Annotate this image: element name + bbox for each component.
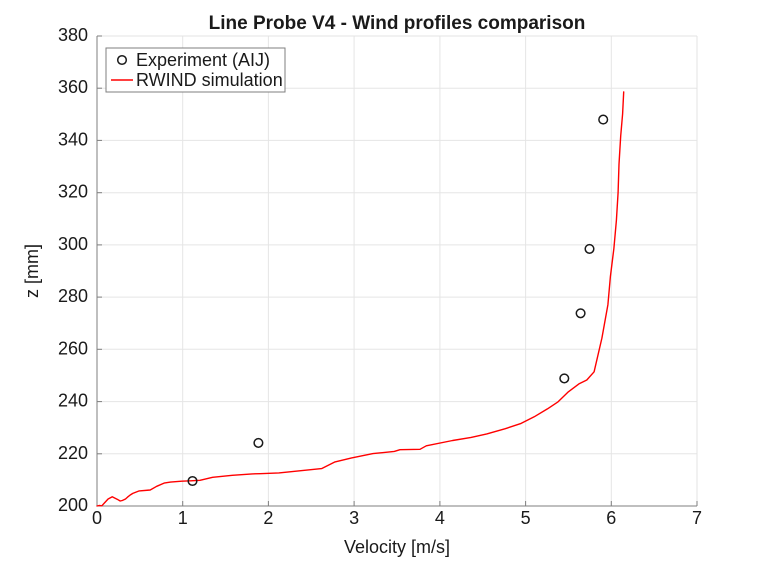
svg-text:7: 7 bbox=[692, 508, 702, 528]
svg-text:2: 2 bbox=[263, 508, 273, 528]
svg-text:3: 3 bbox=[349, 508, 359, 528]
svg-text:1: 1 bbox=[178, 508, 188, 528]
svg-text:0: 0 bbox=[92, 508, 102, 528]
svg-text:380: 380 bbox=[58, 25, 88, 45]
svg-text:Line Probe V4 - Wind profiles: Line Probe V4 - Wind profiles comparison bbox=[209, 13, 586, 34]
svg-text:240: 240 bbox=[58, 391, 88, 411]
svg-text:360: 360 bbox=[58, 77, 88, 97]
svg-text:280: 280 bbox=[58, 286, 88, 306]
svg-text:z [mm]: z [mm] bbox=[22, 244, 42, 298]
svg-text:260: 260 bbox=[58, 338, 88, 358]
svg-text:4: 4 bbox=[435, 508, 445, 528]
svg-text:Velocity [m/s]: Velocity [m/s] bbox=[344, 537, 450, 557]
svg-text:6: 6 bbox=[606, 508, 616, 528]
svg-text:200: 200 bbox=[58, 495, 88, 515]
svg-text:340: 340 bbox=[58, 129, 88, 149]
svg-text:300: 300 bbox=[58, 234, 88, 254]
svg-text:220: 220 bbox=[58, 443, 88, 463]
svg-text:320: 320 bbox=[58, 182, 88, 202]
svg-text:5: 5 bbox=[521, 508, 531, 528]
svg-text:Experiment (AIJ): Experiment (AIJ) bbox=[136, 50, 270, 70]
svg-text:RWIND simulation: RWIND simulation bbox=[136, 70, 283, 90]
